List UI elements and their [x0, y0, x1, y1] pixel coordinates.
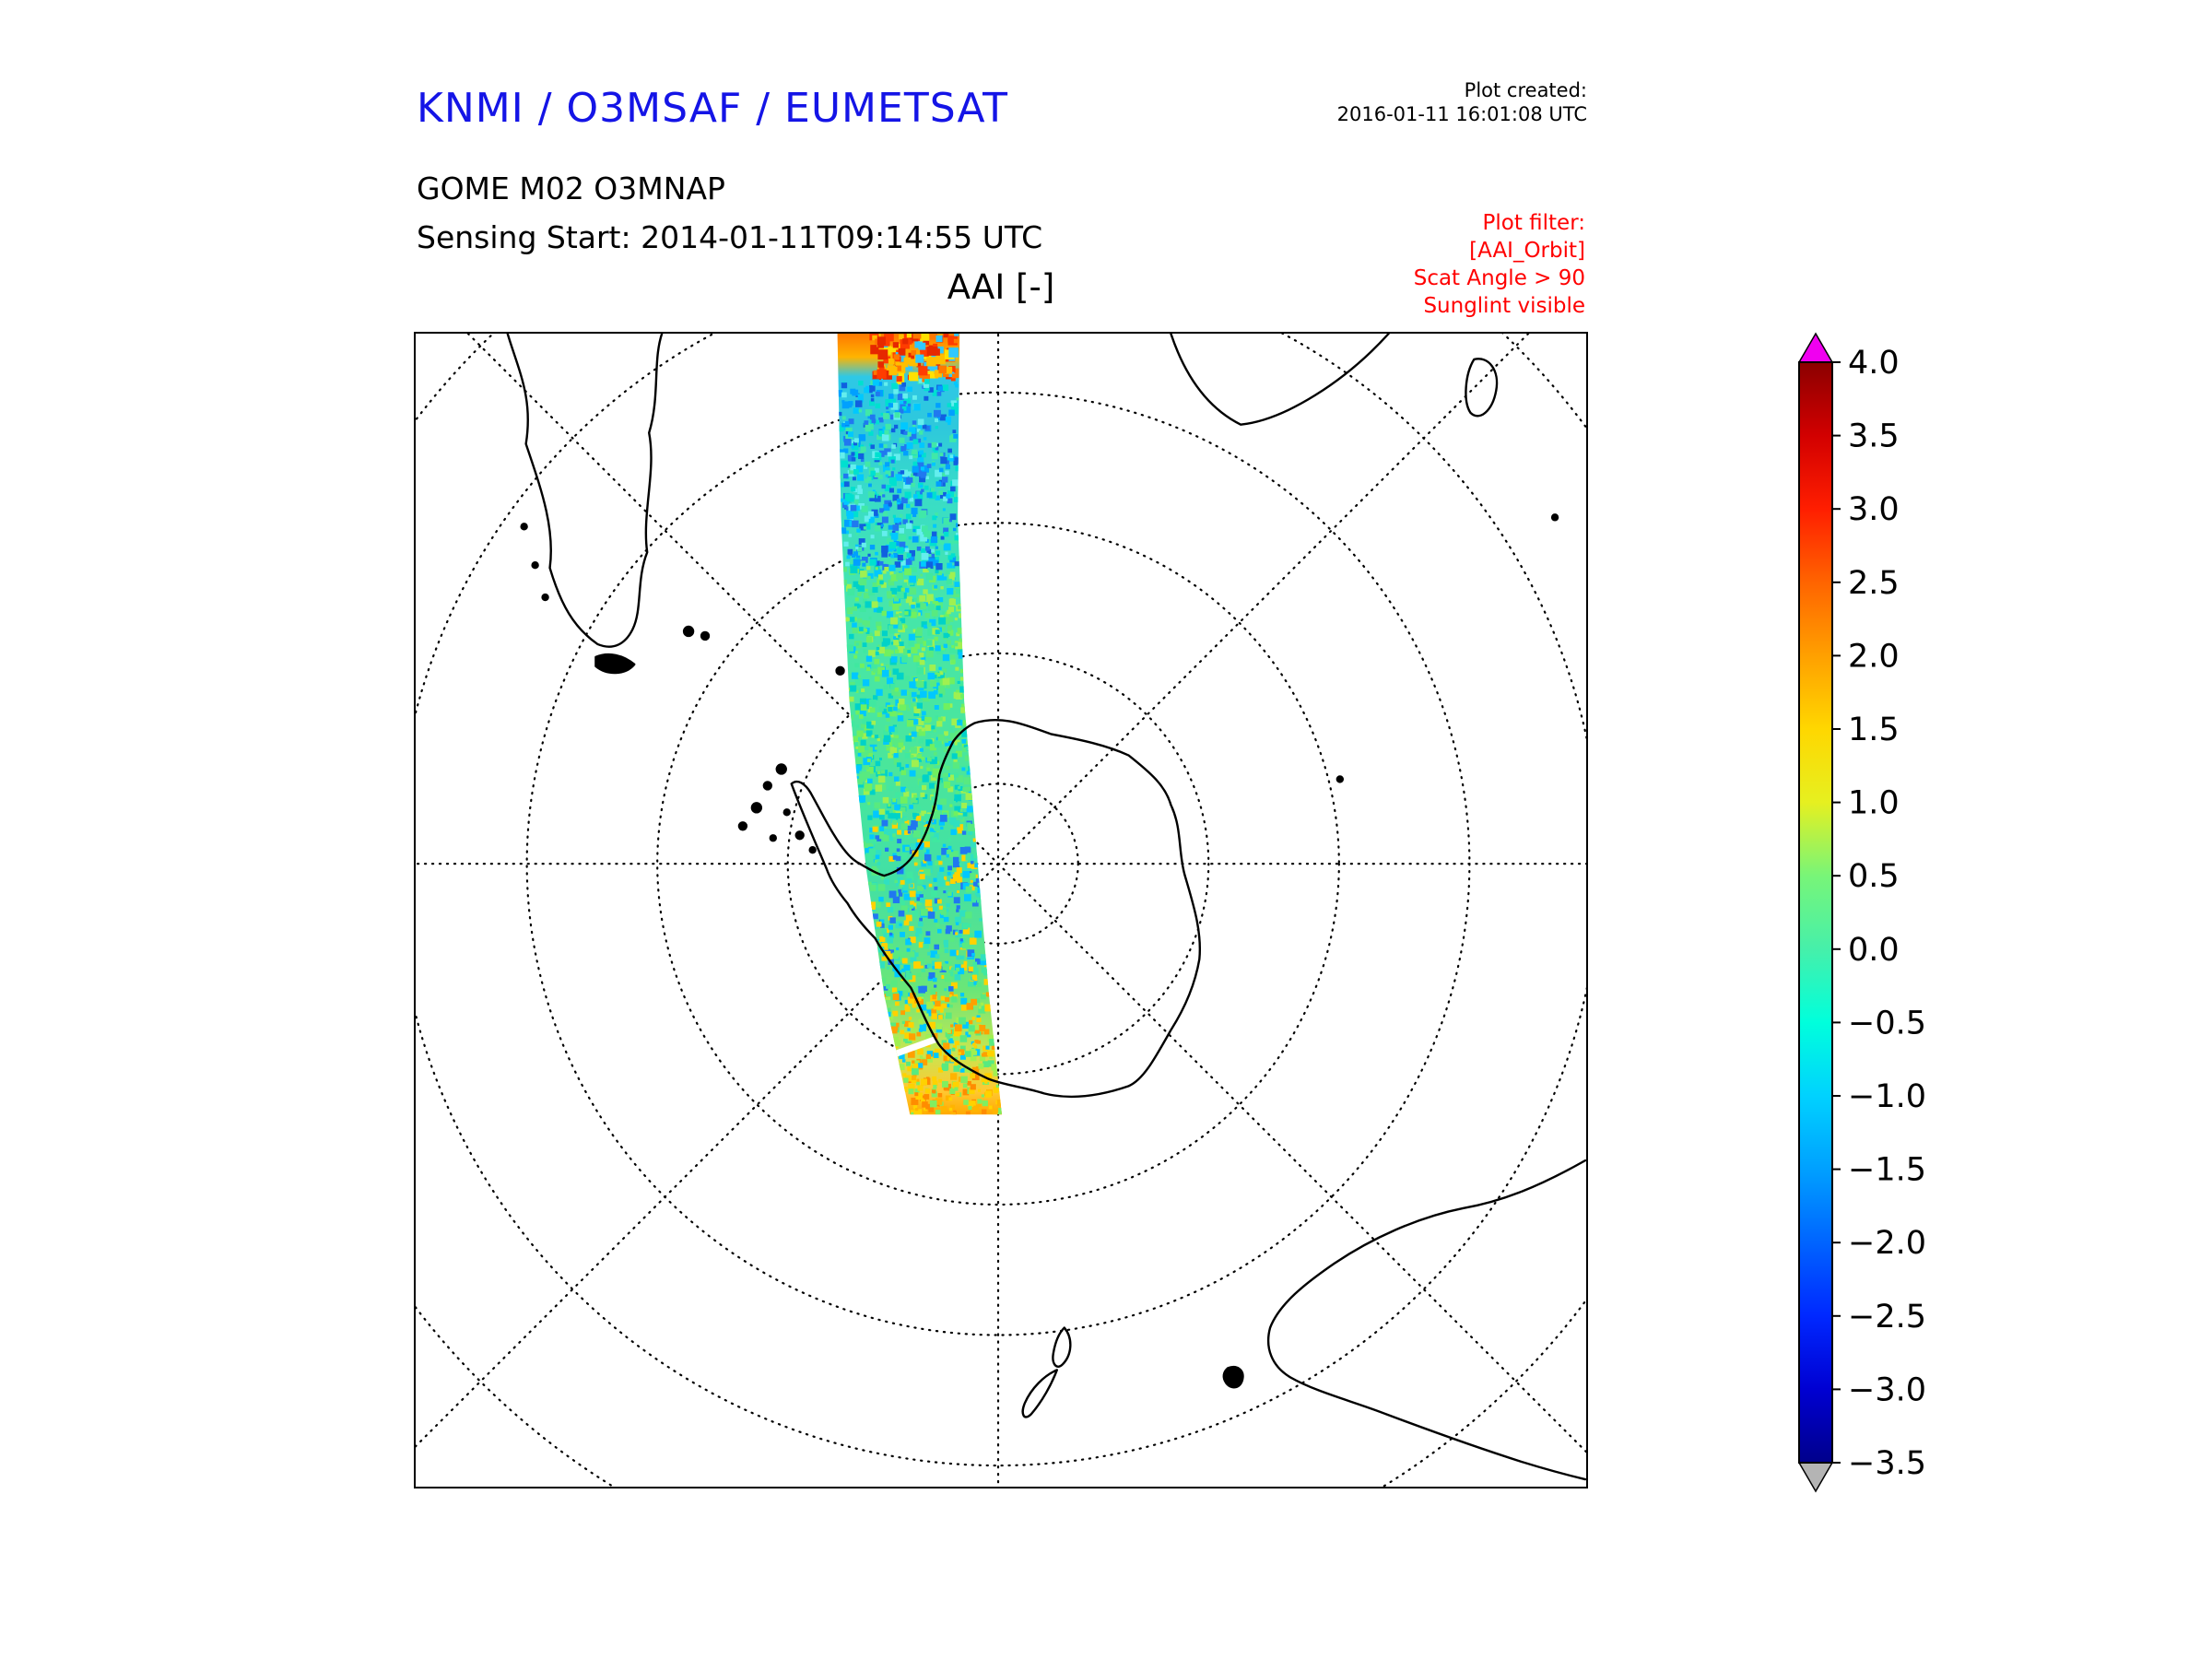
product-name: GOME M02 O3MNAP [417, 171, 725, 206]
map-title: AAI [-] [947, 267, 1055, 307]
filter-line: Scat Angle > 90 [1413, 265, 1585, 290]
coast-tierra-del-fuego [594, 653, 636, 675]
colorbar-ticks [1832, 361, 1841, 1464]
coastline-layer [506, 334, 1586, 1481]
plot-created-block: Plot created: 2016-01-11 16:01:08 UTC [1337, 78, 1587, 127]
map-panel [414, 332, 1588, 1488]
coast-africa [1170, 334, 1390, 426]
longitude-line [416, 334, 1530, 1448]
latitude-circle [416, 334, 1586, 1487]
island [1550, 513, 1559, 522]
colorbar-tick-label: −1.5 [1848, 1152, 1926, 1189]
island [541, 593, 549, 602]
plot-filter-block: Plot filter: [AAI_Orbit] Scat Angle > 90… [1414, 210, 1585, 321]
colorbar-tick-label: 3.0 [1848, 491, 1900, 528]
filter-line: Plot filter: [1482, 211, 1585, 235]
plot-created-timestamp: 2016-01-11 16:01:08 UTC [1336, 103, 1587, 126]
island [782, 808, 791, 817]
colorbar-tick-label: 3.5 [1848, 418, 1900, 455]
colorbar-tick-label: 1.0 [1848, 785, 1900, 822]
island-falkland [682, 625, 695, 638]
coast-antarctica [790, 719, 1202, 1098]
colorbar-tick-label: 0.0 [1848, 932, 1900, 969]
island [1335, 775, 1345, 783]
filter-line: Sunglint visible [1423, 293, 1585, 318]
latitude-circle [416, 334, 1586, 1487]
island [750, 802, 763, 814]
latitude-circle [416, 334, 1586, 1466]
island-tasmania [1222, 1366, 1244, 1389]
page-title: KNMI / O3MSAF / EUMETSAT [417, 85, 1008, 132]
coast-australia [1266, 1159, 1586, 1481]
sensing-start: Sensing Start: 2014-01-11T09:14:55 UTC [417, 219, 1043, 255]
island [769, 834, 777, 842]
graticule-layer [416, 334, 1586, 1487]
island [762, 781, 772, 791]
swath-noise [837, 334, 1002, 1115]
colorbar-tick-label: −3.5 [1848, 1445, 1926, 1482]
colorbar-tick-label: −0.5 [1848, 1005, 1926, 1041]
latitude-circle [416, 334, 1586, 1487]
island-new-zealand-south [1021, 1369, 1059, 1418]
colorbar-tick-label: −2.0 [1848, 1225, 1926, 1262]
plot-created-label: Plot created: [1464, 79, 1587, 101]
island-madagascar [1465, 358, 1499, 418]
colorbar-tick-label: 4.0 [1848, 345, 1900, 382]
colorbar-tick-label: 2.5 [1848, 565, 1900, 602]
colorbar-under-arrow [1797, 1462, 1834, 1493]
colorbar-tick-label: 2.0 [1848, 638, 1900, 675]
island [808, 846, 817, 854]
island [794, 830, 805, 841]
island-south-georgia [835, 665, 845, 677]
colorbar-tick-label: −1.0 [1848, 1078, 1926, 1115]
island [737, 821, 748, 831]
colorbar-tick-label: 1.5 [1848, 712, 1900, 748]
latitude-circle [656, 522, 1340, 1206]
island [520, 523, 528, 531]
colorbar: 4.0 3.5 3.0 2.5 2.0 1.5 1.0 0.5 0.0 −0.5 −1.0 −1.5 −… [1797, 332, 1926, 1493]
island [775, 763, 787, 775]
colorbar-tick-label: −2.5 [1848, 1299, 1926, 1335]
island [531, 561, 539, 570]
colorbar-over-arrow [1797, 332, 1834, 363]
colorbar-tick-label: 0.5 [1848, 858, 1900, 895]
colorbar-gradient [1798, 361, 1833, 1464]
latitude-circle [416, 334, 1586, 1487]
filter-line: [AAI_Orbit] [1469, 238, 1585, 263]
island-new-zealand-north [1052, 1326, 1072, 1368]
colorbar-tick-labels: 4.0 3.5 3.0 2.5 2.0 1.5 1.0 0.5 0.0 −0.5 −1.0 −1.5 −… [1848, 345, 1926, 1482]
colorbar-tick-label: −3.0 [1848, 1371, 1926, 1408]
map-canvas [416, 334, 1586, 1487]
latitude-circle [786, 652, 1210, 1076]
coast-south-america [506, 334, 664, 648]
satellite-swath [837, 334, 1002, 1115]
longitude-line [466, 334, 1586, 1453]
island-falkland [700, 630, 711, 641]
